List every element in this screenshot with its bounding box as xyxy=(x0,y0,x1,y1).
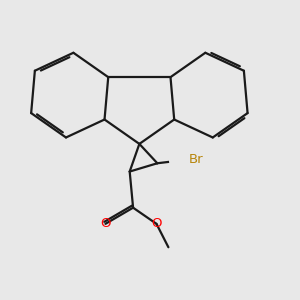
Text: O: O xyxy=(100,218,111,230)
Text: Br: Br xyxy=(189,152,204,166)
Text: O: O xyxy=(151,218,162,230)
